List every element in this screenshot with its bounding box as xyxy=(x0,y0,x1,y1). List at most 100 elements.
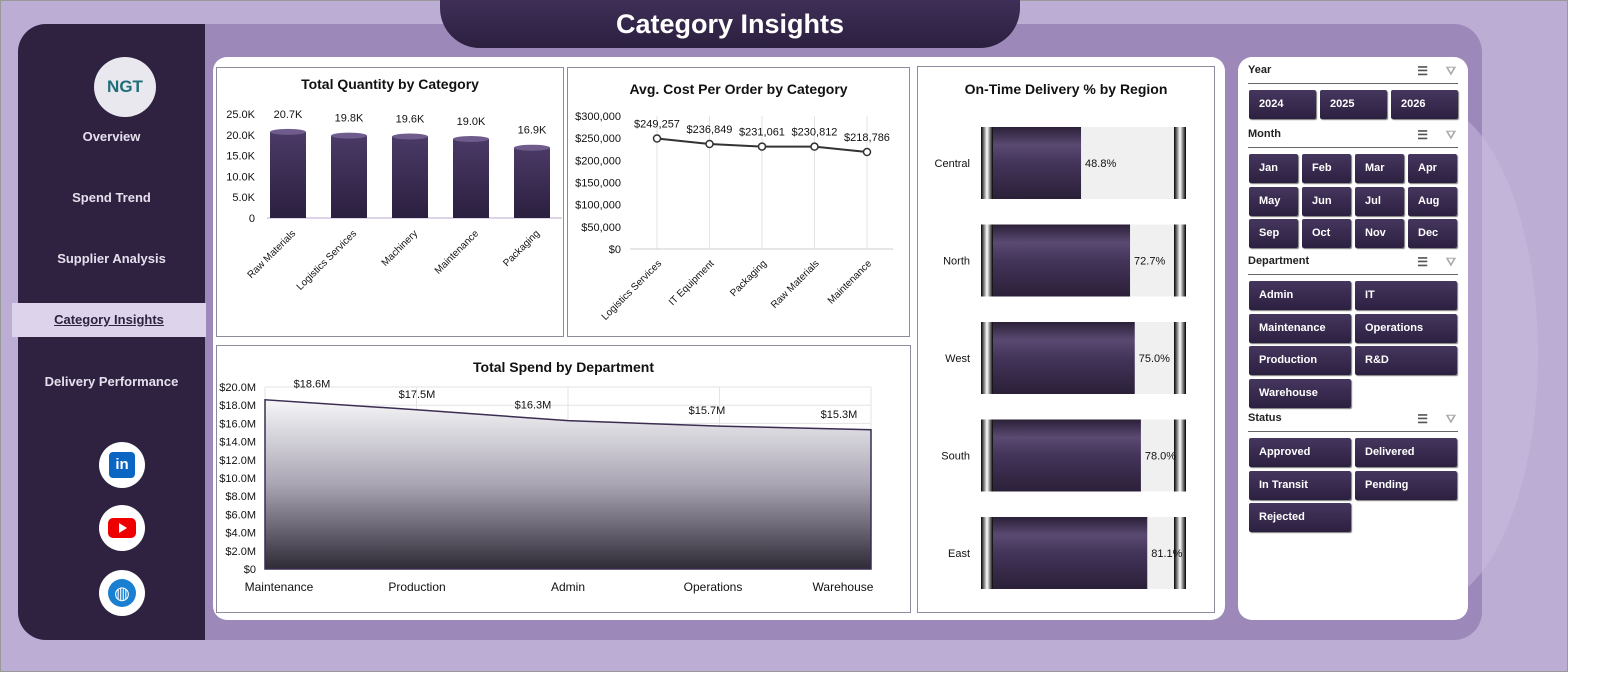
y-tick-label: North xyxy=(943,256,970,268)
globe-icon[interactable]: ◍ xyxy=(99,570,145,616)
nav-supplier-analysis[interactable]: Supplier Analysis xyxy=(57,251,166,266)
status-option-delivered[interactable]: Delivered xyxy=(1355,438,1457,467)
month-option-feb[interactable]: Feb xyxy=(1302,154,1351,183)
linkedin-icon[interactable]: in xyxy=(99,442,145,488)
bar xyxy=(981,127,1082,199)
slicer-title: Year xyxy=(1248,64,1272,76)
multi-select-icon[interactable]: ☰ xyxy=(1417,255,1428,269)
youtube-icon[interactable] xyxy=(99,505,145,551)
chart-title: Total Spend by Department xyxy=(473,359,654,375)
status-option-pending[interactable]: Pending xyxy=(1355,470,1457,500)
y-tick-label: South xyxy=(941,451,970,463)
slicer-title: Month xyxy=(1248,128,1281,140)
logo: NGT xyxy=(94,57,156,117)
department-option-it[interactable]: IT xyxy=(1355,281,1457,310)
bar xyxy=(981,322,1135,394)
y-tick-label: $6.0M xyxy=(225,509,256,521)
x-tick-label: Logistics Services xyxy=(600,258,664,322)
bar-cap xyxy=(981,419,993,492)
y-tick-label: $50,000 xyxy=(581,222,621,234)
month-option-oct[interactable]: Oct xyxy=(1302,219,1351,248)
multi-select-icon[interactable]: ☰ xyxy=(1417,128,1428,142)
x-tick-label: Raw Materials xyxy=(769,258,822,311)
slicer-panel: Year ☰ ⛛ 2024 2025 2026 Month ☰ ⛛ Jan Feb Mar Apr May… xyxy=(1238,57,1468,620)
y-tick-label: $12.0M xyxy=(219,455,256,467)
y-tick-label: $0 xyxy=(609,244,621,256)
bar xyxy=(981,419,1141,492)
month-option-sep[interactable]: Sep xyxy=(1249,219,1298,248)
data-label: 75.0% xyxy=(1139,353,1170,365)
month-option-jun[interactable]: Jun xyxy=(1302,186,1351,216)
year-option-2024[interactable]: 2024 xyxy=(1249,90,1316,119)
multi-select-icon[interactable]: ☰ xyxy=(1417,64,1428,78)
status-option-rejected[interactable]: Rejected xyxy=(1249,503,1351,532)
data-point xyxy=(757,142,767,151)
data-point xyxy=(810,142,819,151)
month-option-jan[interactable]: Jan xyxy=(1249,154,1298,183)
data-label: $249,257 xyxy=(634,118,680,130)
status-option-approved[interactable]: Approved xyxy=(1249,438,1351,467)
y-tick-label: $0 xyxy=(244,564,256,576)
x-tick-label: Packaging xyxy=(501,228,542,269)
clear-filter-icon[interactable]: ⛛ xyxy=(1445,412,1456,426)
x-tick-label: IT Equipment xyxy=(667,258,717,308)
data-label: 48.8% xyxy=(1085,158,1116,170)
clear-filter-icon[interactable]: ⛛ xyxy=(1445,128,1456,142)
bar xyxy=(981,517,1148,589)
bar-top xyxy=(331,132,367,139)
x-tick-label: Production xyxy=(388,580,445,594)
department-option-maintenance[interactable]: Maintenance xyxy=(1249,313,1351,343)
status-option-in-transit[interactable]: In Transit xyxy=(1249,470,1351,500)
month-option-mar[interactable]: Mar xyxy=(1355,154,1404,183)
month-slicer-header: Month ☰ ⛛ xyxy=(1248,128,1458,148)
month-option-jul[interactable]: Jul xyxy=(1355,186,1404,216)
month-option-dec[interactable]: Dec xyxy=(1408,219,1457,248)
y-tick-label: $150,000 xyxy=(575,178,621,190)
year-option-2025[interactable]: 2025 xyxy=(1320,90,1387,119)
department-option-production[interactable]: Production xyxy=(1249,346,1351,375)
nav-category-insights[interactable]: Category Insights xyxy=(12,303,206,337)
y-tick-label: $200,000 xyxy=(575,155,621,167)
month-option-aug[interactable]: Aug xyxy=(1408,186,1457,216)
area-series xyxy=(264,398,872,570)
clear-filter-icon[interactable]: ⛛ xyxy=(1445,255,1456,269)
x-tick-label: Maintenance xyxy=(826,258,875,307)
chart-total-spend: Total Spend by Department $0 $2.0M $4.0M $6… xyxy=(216,345,911,613)
bar xyxy=(514,147,550,218)
data-label: $230,812 xyxy=(792,127,838,139)
year-option-2026[interactable]: 2026 xyxy=(1391,90,1458,119)
y-tick-label: $10.0M xyxy=(219,473,256,485)
bar-top xyxy=(270,128,306,135)
data-label: 19.8K xyxy=(335,113,364,125)
department-option-operations[interactable]: Operations xyxy=(1355,313,1457,343)
department-option-admin[interactable]: Admin xyxy=(1249,281,1351,310)
nav-delivery-performance[interactable]: Delivery Performance xyxy=(44,374,179,389)
bar-top xyxy=(453,135,489,142)
y-tick-label: East xyxy=(948,548,970,560)
nav-spend-trend[interactable]: Spend Trend xyxy=(72,190,151,205)
y-tick-label: 10.0K xyxy=(226,171,255,183)
data-label: $231,061 xyxy=(739,127,785,139)
y-tick-label: $300,000 xyxy=(575,111,621,123)
bar xyxy=(331,135,367,218)
x-tick-label: Admin xyxy=(551,580,585,594)
chart-title: On-Time Delivery % by Region xyxy=(964,81,1168,97)
month-option-apr[interactable]: Apr xyxy=(1408,154,1457,183)
clear-filter-icon[interactable]: ⛛ xyxy=(1445,64,1456,78)
nav-overview[interactable]: Overview xyxy=(82,129,141,144)
y-tick-label: $4.0M xyxy=(225,528,256,540)
department-option-r-d[interactable]: R&D xyxy=(1355,346,1457,375)
bar-cap xyxy=(981,224,993,297)
bar-cap xyxy=(981,322,993,394)
month-option-nov[interactable]: Nov xyxy=(1355,219,1404,248)
chart-title: Avg. Cost Per Order by Category xyxy=(629,81,848,97)
department-option-warehouse[interactable]: Warehouse xyxy=(1249,378,1351,408)
y-tick-label: $8.0M xyxy=(225,491,256,503)
data-point xyxy=(652,134,662,143)
multi-select-icon[interactable]: ☰ xyxy=(1417,412,1428,426)
bar-cap xyxy=(1174,517,1186,589)
month-option-may[interactable]: May xyxy=(1249,186,1298,216)
x-tick-label: Warehouse xyxy=(813,580,874,594)
data-label: $15.3M xyxy=(821,409,858,421)
y-tick-label: $18.0M xyxy=(219,400,256,412)
